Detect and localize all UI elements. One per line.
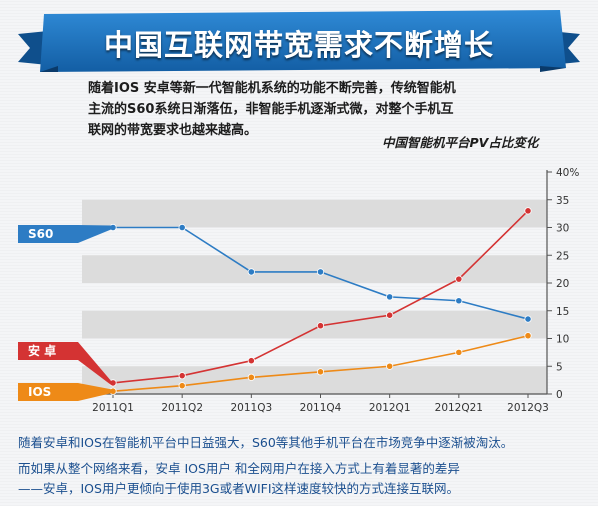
data-point — [178, 382, 186, 390]
footer-paragraph-1: 随着安卓和IOS在智能机平台中日益强大，S60等其他手机平台在市场竞争中逐渐被淘… — [18, 433, 593, 453]
x-tick-label: 2012Q3 — [507, 402, 549, 414]
data-point — [316, 322, 325, 330]
data-point — [316, 368, 325, 376]
y-axis-labels: 0 5 10 15 20 25 30 35 40% — [556, 167, 579, 401]
title-banner — [18, 10, 580, 72]
x-tick-label: 2011Q1 — [92, 402, 134, 414]
y-tick-label: 35 — [556, 195, 569, 207]
chart-title: 中国智能机平台PV占比变化 — [382, 135, 539, 150]
y-tick-label: 20 — [556, 278, 569, 290]
footer-paragraph-2: 而如果从整个网络来看，安卓 IOS用户 和全网用户在接入方式上有着显著的差异 —… — [18, 459, 593, 499]
series-tag-label: IOS — [28, 385, 51, 399]
grid-band — [82, 310, 547, 339]
series-line — [112, 210, 529, 384]
data-point — [524, 332, 532, 340]
data-point — [247, 373, 255, 381]
series-tag-label: S60 — [28, 227, 53, 241]
y-tick-label: 10 — [556, 334, 569, 346]
y-tick-label: 15 — [556, 306, 569, 318]
page-title: 中国互联网带宽需求不断增长 — [103, 28, 494, 62]
y-tick-label: 30 — [556, 223, 569, 235]
intro-line-2: 主流的S60系统日渐落伍，非智能手机逐渐式微，对整个手机互 — [88, 102, 454, 117]
series-tag — [18, 225, 111, 243]
data-point — [178, 223, 186, 232]
x-tick-label: 2012Q1 — [369, 402, 411, 414]
x-tick-label: 2011Q2 — [161, 402, 203, 414]
x-tick-label: 2011Q3 — [230, 402, 272, 414]
grid-band — [82, 255, 547, 283]
data-point — [455, 348, 463, 356]
intro-paragraph: 随着IOS 安卓等新一代智能机系统的功能不断完善，传统智能机 主流的S60系统日… — [88, 78, 568, 141]
data-point — [455, 297, 463, 305]
data-point — [316, 268, 325, 276]
data-point — [524, 315, 532, 323]
footer-line-2: 而如果从整个网络来看，安卓 IOS用户 和全网用户在接入方式上有着显著的差异 — [18, 461, 460, 476]
y-tick-label: 40% — [556, 167, 579, 179]
data-point — [247, 357, 255, 365]
data-point — [455, 275, 463, 283]
data-point — [247, 268, 255, 276]
series-tags: S60 安 卓 IOS — [18, 225, 111, 401]
line-chart: 2011Q1 2011Q2 2011Q3 2011Q4 2012Q1 2012Q21 201… — [18, 167, 579, 414]
data-point — [386, 362, 394, 370]
data-point — [524, 207, 532, 215]
series-tag-label: 安 卓 — [28, 343, 56, 358]
y-tick-label: 25 — [556, 250, 569, 262]
series-tag — [18, 383, 111, 401]
chart-axes — [82, 170, 552, 398]
intro-line-1: 随着IOS 安卓等新一代智能机系统的功能不断完善，传统智能机 — [88, 81, 456, 96]
series-layer — [109, 207, 532, 395]
series-tag — [18, 342, 111, 385]
grid-band — [82, 199, 547, 228]
y-tick-label: 0 — [556, 389, 563, 401]
data-point — [178, 372, 186, 380]
x-axis-labels: 2011Q1 2011Q2 2011Q3 2011Q4 2012Q1 2012Q21 201… — [92, 402, 549, 414]
grid-bands — [82, 199, 547, 394]
x-tick-label: 2012Q21 — [435, 402, 483, 414]
data-point — [386, 311, 394, 319]
intro-line-3: 联网的带宽要求也越来越高。 — [88, 123, 258, 138]
grid-band — [82, 366, 547, 394]
footer-line-3: ——安卓，IOS用户更倾向于使用3G或者WIFI这样速度较快的方式连接互联网。 — [18, 481, 460, 496]
footer-line-1: 随着安卓和IOS在智能机平台中日益强大，S60等其他手机平台在市场竞争中逐渐被淘… — [18, 435, 514, 450]
data-point — [386, 293, 394, 301]
x-tick-label: 2011Q4 — [300, 402, 342, 414]
y-tick-label: 5 — [556, 361, 563, 373]
